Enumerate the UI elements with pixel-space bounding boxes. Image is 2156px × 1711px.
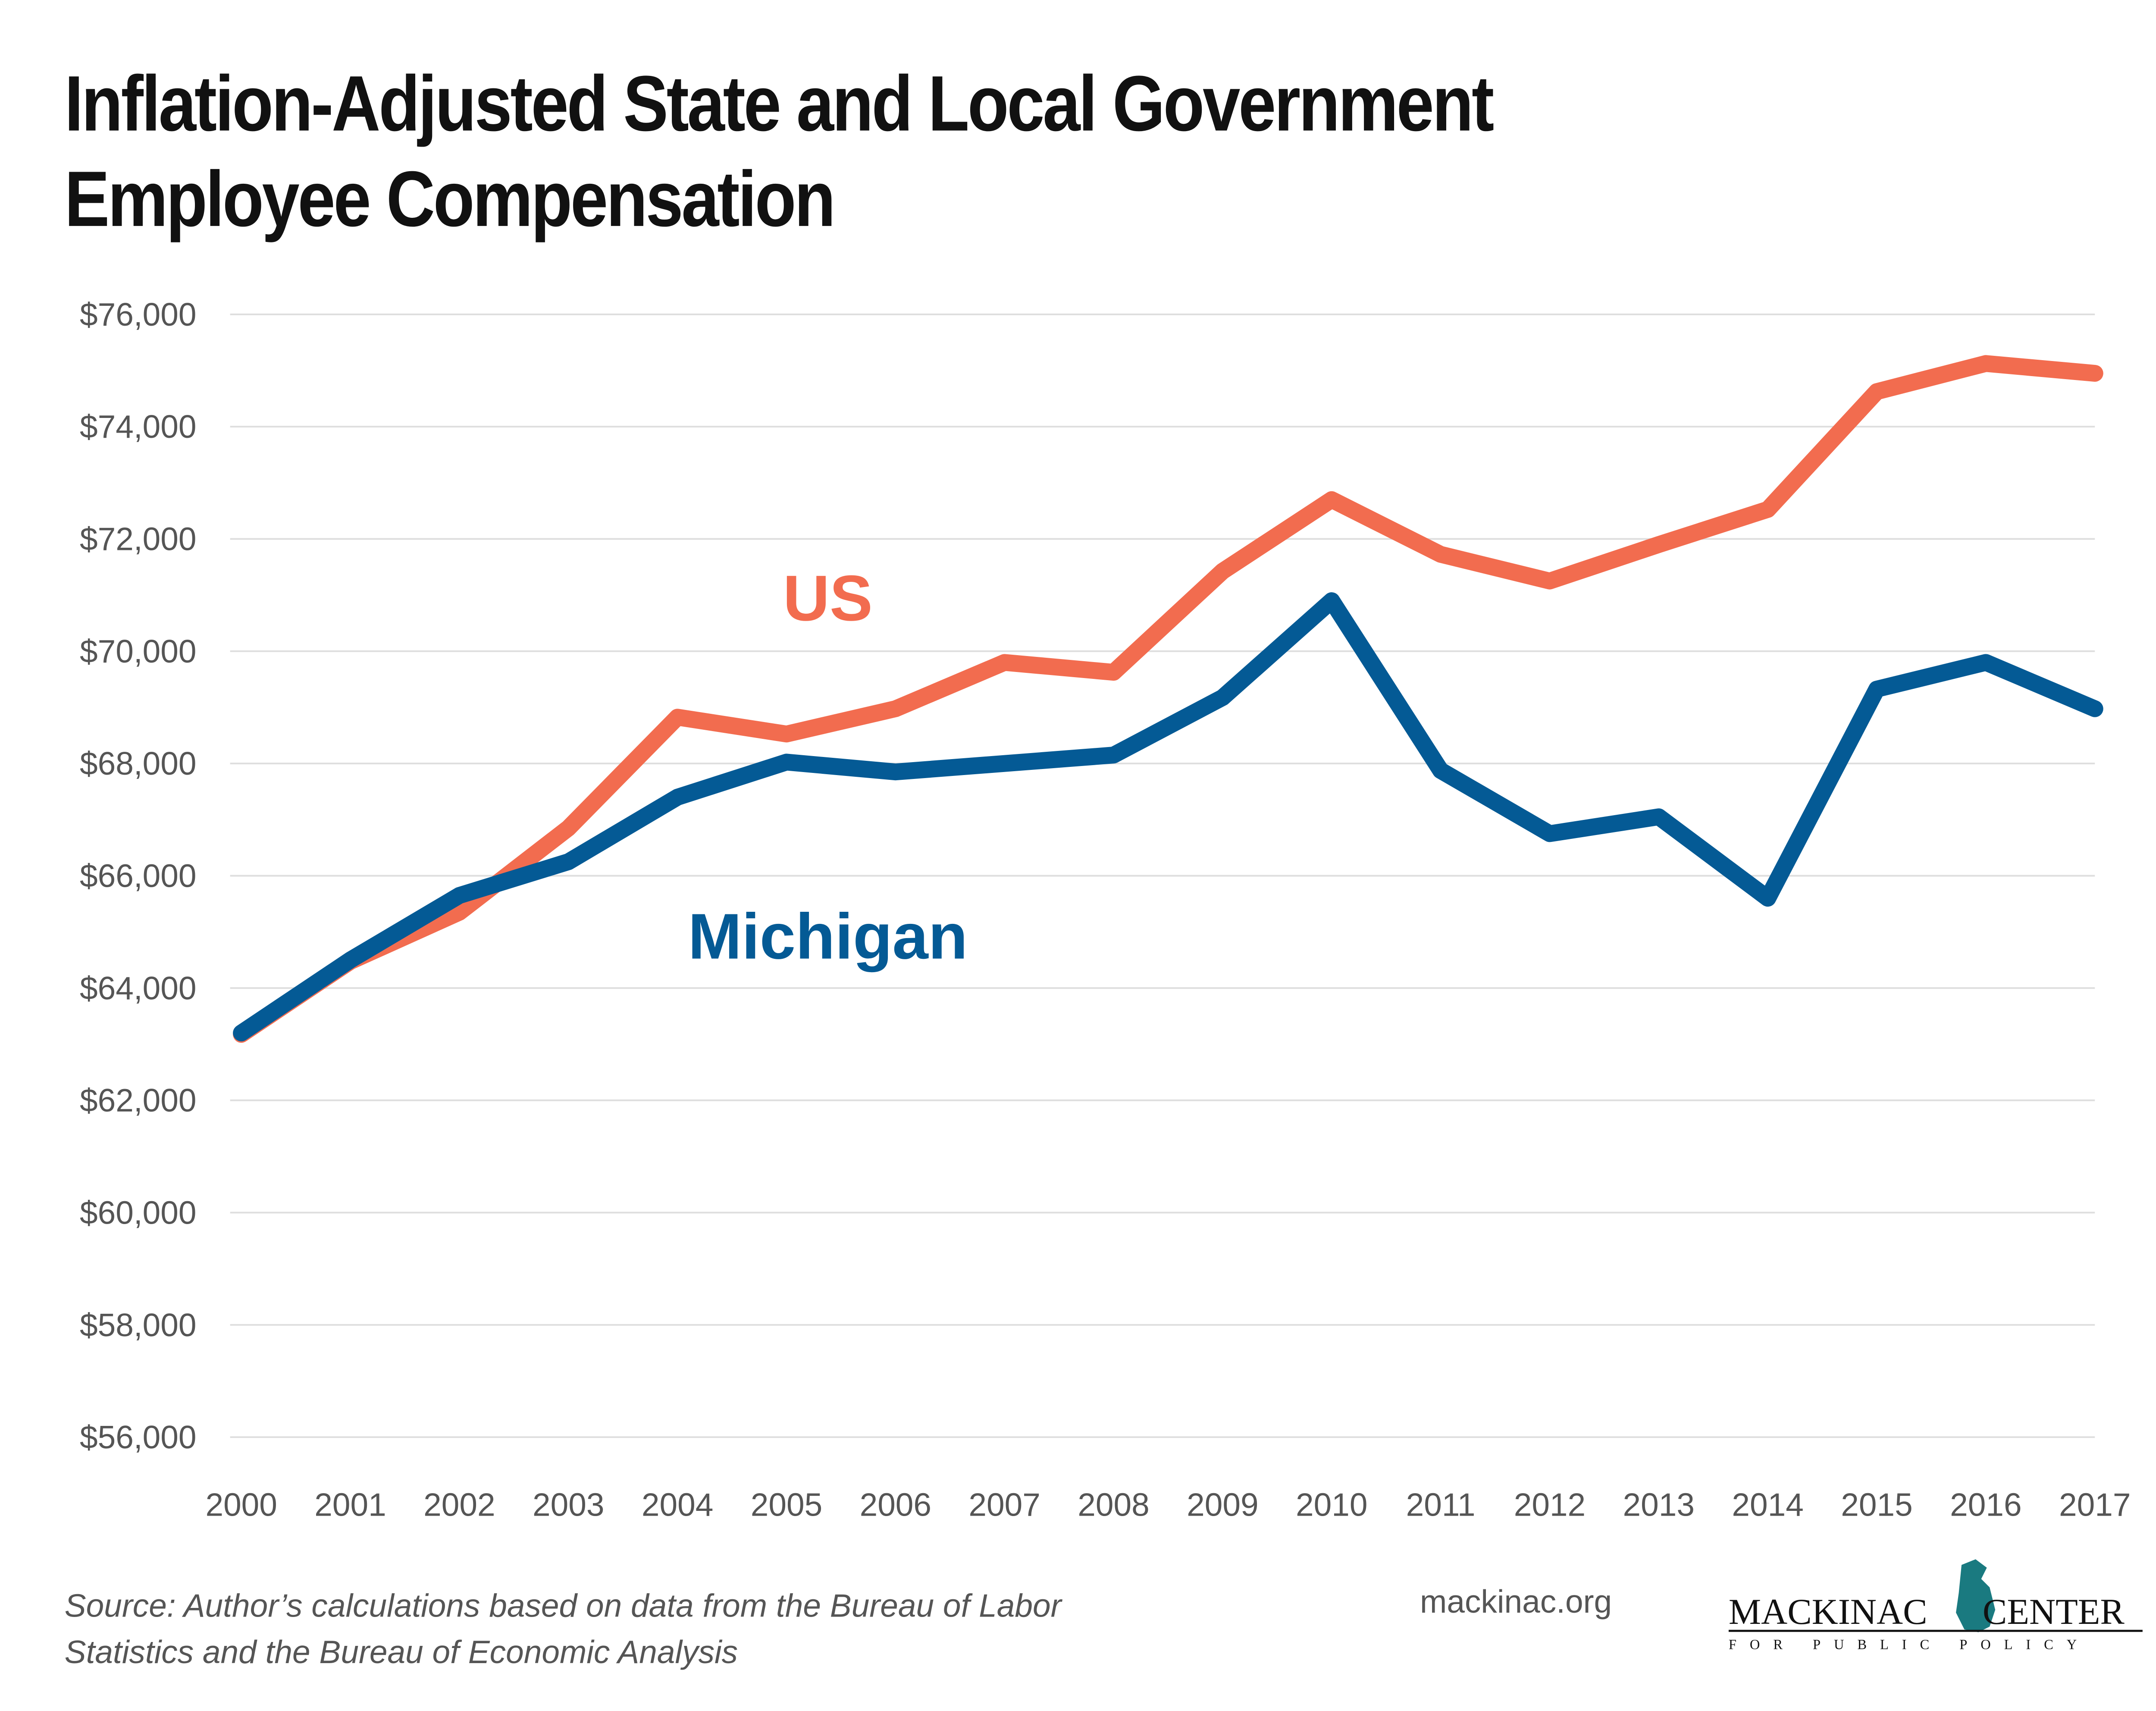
x-tick-label: 2014 [1732, 1486, 1803, 1523]
x-tick-label: 2015 [1841, 1486, 1912, 1523]
x-tick-label: 2003 [533, 1486, 604, 1523]
x-tick-label: 2001 [314, 1486, 386, 1523]
y-tick-label: $60,000 [80, 1194, 197, 1231]
x-tick-label: 2004 [642, 1486, 713, 1523]
x-tick-label: 2012 [1514, 1486, 1586, 1523]
y-tick-label: $66,000 [80, 858, 197, 894]
y-tick-label: $68,000 [80, 745, 197, 782]
x-tick-label: 2013 [1623, 1486, 1695, 1523]
x-tick-label: 2010 [1296, 1486, 1367, 1523]
x-tick-label: 2008 [1078, 1486, 1149, 1523]
x-tick-label: 2002 [423, 1486, 495, 1523]
logo-name: CENTER [1983, 1592, 2125, 1632]
chart-title: Inflation-Adjusted State and Local Gover… [64, 59, 1495, 243]
logo-icon [1956, 1559, 1996, 1633]
y-tick-label: $76,000 [80, 296, 197, 333]
x-tick-label: 2006 [860, 1486, 931, 1523]
website: mackinac.org [1420, 1583, 1612, 1620]
source-note: Source: Author’s calculations based on d… [64, 1587, 1062, 1670]
series-label: US [783, 562, 873, 634]
logo-tagline: FOR PUBLIC POLICY [1729, 1637, 2090, 1652]
x-tick-label: 2016 [1950, 1486, 2021, 1523]
series-line [233, 592, 2103, 1042]
x-tick-label: 2000 [205, 1486, 277, 1523]
y-tick-label: $62,000 [80, 1082, 197, 1118]
y-tick-label: $74,000 [80, 408, 197, 445]
x-tick-label: 2007 [968, 1486, 1040, 1523]
y-tick-label: $70,000 [80, 633, 197, 669]
logo-name: MACKINAC [1729, 1592, 1927, 1632]
x-tick-label: 2017 [2059, 1486, 2131, 1523]
y-tick-label: $58,000 [80, 1307, 197, 1343]
y-tick-label: $56,000 [80, 1419, 197, 1455]
x-tick-label: 2009 [1187, 1486, 1258, 1523]
x-tick-label: 2011 [1406, 1486, 1476, 1523]
y-tick-label: $72,000 [80, 521, 197, 557]
y-tick-label: $64,000 [80, 970, 197, 1006]
series-label: Michigan [688, 900, 968, 972]
series-line [233, 355, 2103, 1043]
x-tick-label: 2005 [751, 1486, 822, 1523]
logo: MACKINAC CENTER FOR PUBLIC POLICY [1728, 1559, 2143, 1652]
